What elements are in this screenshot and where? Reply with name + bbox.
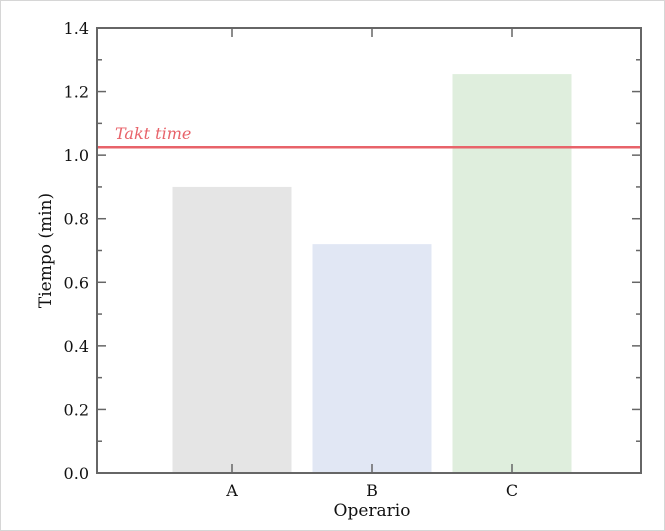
x-tick-label-a: A — [225, 481, 238, 500]
y-tick-label-1-2: 1.2 — [64, 83, 89, 102]
y-tick-label-1-4: 1.4 — [64, 19, 89, 38]
bar-a — [172, 186, 292, 473]
takt-time-label: Takt time — [115, 124, 191, 143]
x-tick-label-c: C — [506, 481, 518, 500]
y-tick-label-0-8: 0.8 — [64, 210, 89, 229]
y-tick-label-0-6: 0.6 — [64, 273, 89, 292]
bars-group — [172, 74, 572, 473]
x-tick-label-b: B — [366, 481, 378, 500]
x-axis-title: Operario — [334, 501, 411, 521]
ticks-group — [97, 27, 641, 474]
y-tick-label-0-4: 0.4 — [64, 337, 89, 356]
y-tick-label-1-0: 1.0 — [64, 146, 89, 165]
y-axis-title: Tiempo (min) — [36, 193, 56, 308]
bar-c — [452, 74, 572, 473]
y-tick-label-0-2: 0.2 — [64, 400, 89, 419]
tick-labels-group: A B C 0.0 0.2 0.4 0.6 0.8 1.0 1.2 1.4 — [64, 19, 519, 500]
bar-b — [312, 244, 432, 473]
y-tick-label-0-0: 0.0 — [64, 464, 89, 483]
